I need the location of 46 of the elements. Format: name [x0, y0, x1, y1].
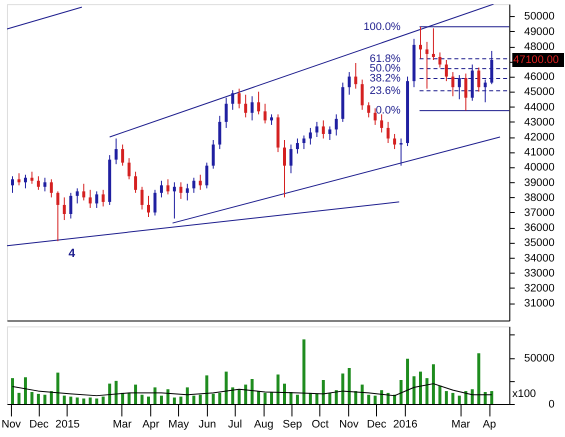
- x-tick-label: Mar: [112, 418, 132, 430]
- x-tick-label: May: [168, 418, 190, 430]
- x-tick-label: Jul: [228, 418, 242, 430]
- y-tick-label: 41000: [524, 146, 555, 159]
- y-tick-label: 39000: [524, 176, 555, 189]
- text: x100: [512, 388, 536, 400]
- y-tick-label: 46000: [524, 71, 555, 84]
- x-tick-label: Aug: [254, 418, 274, 430]
- y-tick-label: 45000: [524, 86, 555, 98]
- x-tick-label: Jun: [198, 418, 216, 430]
- x-tick-label: Apr: [142, 418, 160, 430]
- x-tick-label: Nov: [1, 418, 22, 430]
- annotation: 47100.00: [513, 54, 559, 66]
- y-tick-label: 32000: [524, 282, 555, 294]
- series-label: 0.0%: [376, 104, 401, 117]
- y-tick-label: 50000: [524, 352, 555, 364]
- x-tick-label: Ap: [482, 418, 496, 430]
- y-tick-label: 37000: [524, 206, 555, 219]
- y-tick-label: 33000: [524, 267, 555, 280]
- x-tick-label: Dec: [29, 418, 50, 430]
- y-tick-label: 44000: [524, 101, 555, 114]
- x-tick-label: Oct: [312, 418, 329, 430]
- x-tick-label: Sep: [282, 418, 302, 430]
- x-tick-label: Mar: [451, 418, 471, 430]
- series-label: 38.2%: [370, 72, 401, 85]
- series-label: 50.0%: [370, 62, 401, 75]
- x-tick-label: 2015: [55, 418, 80, 430]
- y-tick-label: 38000: [524, 192, 555, 204]
- y-tick-label: 35000: [524, 237, 555, 250]
- y-tick-label: 42000: [524, 131, 555, 144]
- x-tick-label: Dec: [366, 418, 387, 430]
- y-tick-label: 49000: [524, 26, 555, 38]
- x-tick-label: 2016: [393, 418, 418, 430]
- y-tick-label: 36000: [524, 222, 555, 234]
- y-tick-label: 34000: [524, 252, 555, 264]
- y-tick-label: 50000: [524, 10, 555, 23]
- series-label: 100.0%: [364, 20, 401, 33]
- x-tick-label: Nov: [339, 418, 360, 430]
- series-label: 23.6%: [370, 84, 401, 97]
- y-tick-label: 31000: [524, 298, 555, 310]
- y-tick-label: 0: [548, 398, 555, 410]
- annotation: 4: [68, 246, 76, 260]
- y-tick-label: 43000: [524, 116, 555, 128]
- y-tick-label: 48000: [524, 40, 555, 53]
- y-tick-label: 40000: [524, 162, 555, 174]
- series-label: 61.8%: [370, 52, 401, 65]
